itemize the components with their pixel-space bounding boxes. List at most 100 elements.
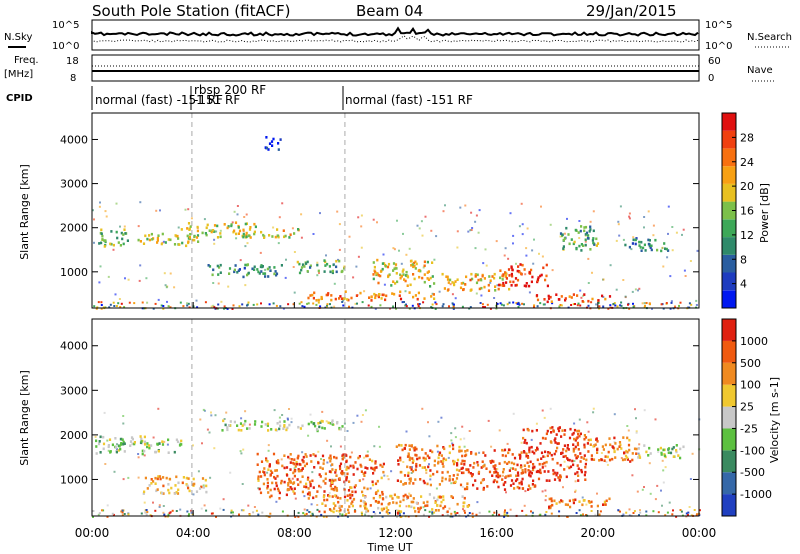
echo-pixel	[583, 499, 586, 502]
echo-pixel	[278, 420, 281, 424]
echo-pixel	[267, 275, 270, 278]
echo-pixel	[547, 451, 550, 454]
near-range-pixel	[312, 302, 315, 305]
near-range-pixel	[579, 304, 582, 307]
echo-pixel	[440, 500, 443, 504]
scatter-pixel	[652, 234, 655, 237]
echo-pixel	[446, 275, 449, 279]
near-range-pixel	[113, 305, 116, 307]
near-range-pixel	[643, 306, 646, 309]
echo-pixel	[237, 269, 240, 272]
echo-pixel	[253, 268, 256, 271]
near-range-pixel	[112, 513, 115, 516]
echo-pixel	[399, 297, 403, 301]
echo-pixel	[580, 249, 583, 252]
echo-pixel	[253, 423, 257, 426]
echo-pixel	[469, 289, 472, 292]
echo-pixel	[442, 457, 445, 460]
echo-pixel	[555, 293, 558, 296]
echo-pixel	[501, 278, 504, 281]
scatter-pixel	[422, 506, 425, 509]
echo-pixel	[574, 498, 577, 502]
echo-pixel	[521, 263, 524, 267]
echo-pixel	[272, 452, 276, 456]
echo-pixel	[331, 468, 334, 471]
scatter-pixel	[203, 504, 206, 507]
scatter-pixel	[355, 265, 358, 268]
echo-pixel	[566, 446, 569, 450]
near-range-pixel	[619, 510, 621, 513]
echo-pixel	[477, 472, 480, 475]
echo-pixel	[143, 443, 147, 446]
echo-pixel	[580, 225, 583, 228]
echo-pixel	[129, 444, 132, 447]
echo-pixel	[140, 440, 143, 443]
echo-pixel	[623, 458, 626, 461]
echo-pixel	[385, 495, 388, 499]
echo-pixel	[604, 455, 607, 458]
echo-pixel	[389, 494, 392, 498]
echo-pixel	[524, 470, 527, 474]
echo-pixel	[429, 449, 432, 452]
xtick-label: 00:00	[682, 526, 717, 540]
echo-pixel	[188, 236, 191, 239]
echo-pixel	[583, 473, 586, 477]
echo-pixel	[359, 499, 363, 503]
echo-pixel	[267, 148, 270, 151]
echo-pixel	[230, 223, 233, 226]
echo-pixel	[544, 437, 547, 440]
scatter-pixel	[602, 278, 605, 281]
near-range-pixel	[232, 511, 234, 514]
scatter-pixel	[310, 503, 313, 506]
echo-pixel	[150, 444, 153, 447]
near-range-pixel	[632, 512, 635, 514]
scatter-pixel	[253, 506, 256, 508]
scatter-pixel	[284, 276, 287, 279]
echo-pixel	[360, 465, 363, 468]
scatter-pixel	[360, 246, 363, 249]
scatter-pixel	[235, 237, 238, 240]
echo-pixel	[460, 467, 463, 470]
echo-pixel	[525, 284, 528, 288]
echo-pixel	[208, 265, 212, 268]
echo-pixel	[414, 294, 417, 297]
scatter-pixel	[622, 238, 625, 241]
echo-pixel	[375, 491, 378, 494]
near-range-pixel	[521, 302, 524, 305]
scatter-pixel	[393, 248, 396, 251]
near-range-pixel	[379, 304, 382, 307]
echo-pixel	[508, 469, 511, 472]
echo-pixel	[388, 502, 391, 505]
scatter-pixel	[580, 296, 583, 299]
echo-pixel	[519, 263, 522, 266]
echo-pixel	[370, 299, 373, 302]
scatter-pixel	[661, 246, 664, 249]
freq-label-2: [MHz]	[4, 69, 33, 80]
scatter-pixel	[281, 202, 284, 205]
scatter-pixel	[470, 229, 473, 231]
echo-pixel	[123, 450, 126, 453]
echo-pixel	[547, 297, 551, 300]
echo-pixel	[540, 273, 543, 277]
echo-pixel	[572, 293, 575, 296]
echo-pixel	[150, 478, 153, 481]
echo-pixel	[297, 454, 300, 458]
near-range-pixel	[190, 509, 193, 512]
scatter-pixel	[520, 202, 523, 205]
echo-pixel	[339, 295, 342, 298]
echo-pixel	[569, 427, 572, 431]
near-range-pixel	[442, 303, 445, 306]
echo-pixel	[484, 454, 487, 457]
echo-pixel	[595, 237, 598, 241]
echo-pixel	[417, 510, 420, 514]
colorbar-tick-label: -1000	[740, 488, 772, 501]
scatter-pixel	[98, 281, 101, 284]
near-range-pixel	[248, 514, 251, 516]
echo-pixel	[161, 491, 164, 495]
echo-pixel	[462, 505, 465, 508]
near-range-pixel	[523, 303, 525, 306]
near-range-pixel	[687, 511, 690, 514]
echo-pixel	[618, 445, 621, 448]
echo-pixel	[311, 479, 314, 483]
echo-pixel	[263, 272, 267, 275]
